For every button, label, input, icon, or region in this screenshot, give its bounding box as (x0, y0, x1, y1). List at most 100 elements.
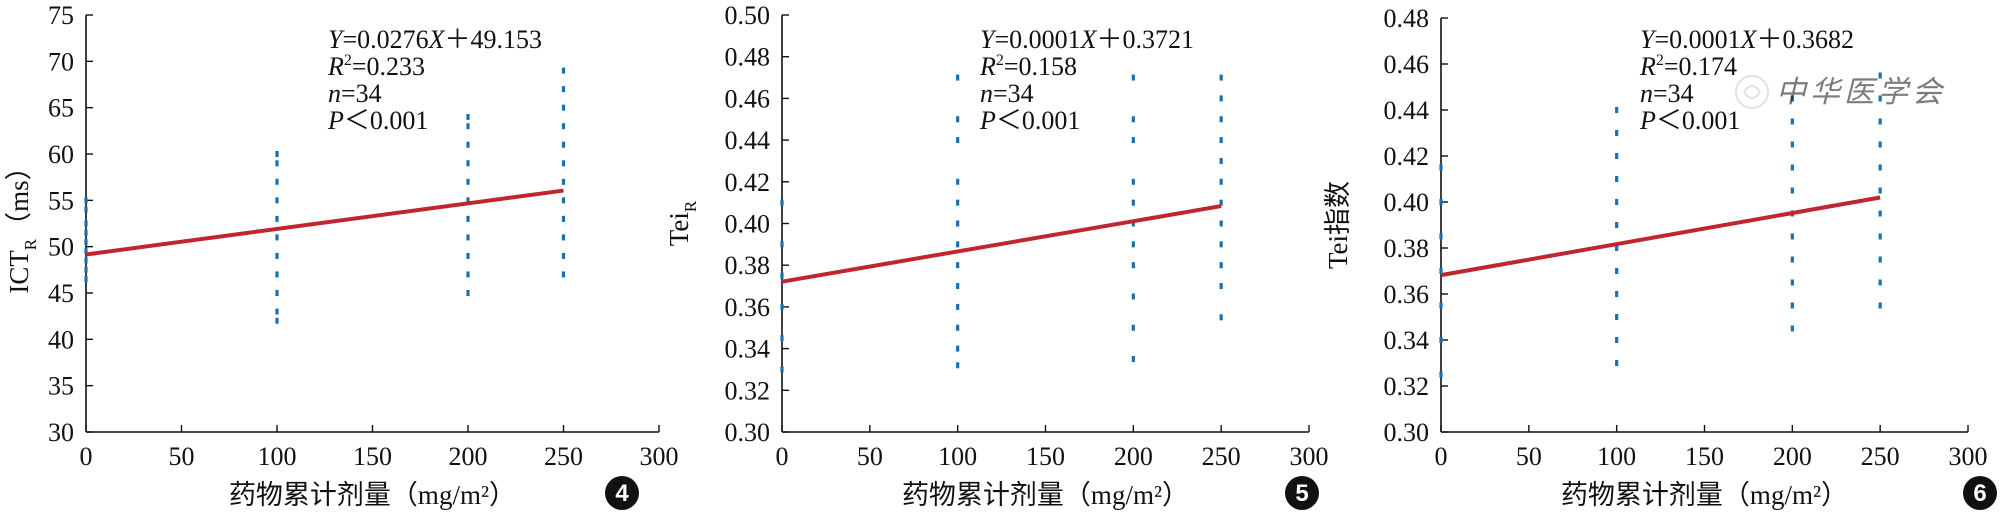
chart-panel-3: 0 50 100 150 200 250 300 0.30 0.32 0.34 0.36 0.38 0.… (1323, 4, 1997, 510)
sample-size-label: n=34 (328, 79, 382, 108)
scatter-point (1131, 324, 1135, 331)
x-tick-label: 100 (258, 442, 297, 471)
scatter-point (1615, 176, 1619, 182)
x-axis-label: 药物累计剂量（mg/m²） (1561, 480, 1848, 510)
p-value: ＜0.001 (344, 106, 429, 135)
watermark-text: 中华医学会 (1776, 75, 1946, 110)
equation-intercept: ＋49.153 (445, 25, 543, 54)
scatter-point (1219, 178, 1223, 185)
panel-number-badge (605, 476, 639, 510)
scatter-point (780, 272, 784, 279)
regression-equation: Y=0.0001X＋0.3721 (980, 25, 1194, 54)
p-symbol: P (327, 106, 344, 135)
scatter-point (1615, 291, 1619, 297)
scatter-point (956, 199, 960, 206)
x-tick-label: 150 (353, 442, 392, 471)
scatter-point (275, 151, 279, 157)
n-value: =34 (993, 79, 1034, 108)
y-tick-label: 0.34 (725, 335, 771, 364)
scatter-point (275, 271, 279, 278)
scatter-point (275, 308, 279, 315)
scatter-point (84, 257, 88, 264)
x-tick-label: 200 (1773, 442, 1812, 471)
scatter-point (1878, 210, 1882, 217)
scatter-point (1615, 153, 1619, 159)
y-tick-label: 0.44 (1384, 96, 1430, 125)
y-axis-label-main: ICT (4, 250, 34, 294)
scatter-point (956, 262, 960, 269)
scatter-point (561, 123, 566, 130)
y-tick-label: 65 (48, 94, 74, 123)
x-tick-label: 0 (80, 442, 93, 471)
scatter-point (466, 215, 470, 222)
x-tick-label: 100 (1597, 442, 1636, 471)
scatter-point (1219, 74, 1223, 81)
scatter-point (1878, 164, 1882, 171)
scatter-point (1439, 302, 1443, 309)
panel-number-label: 6 (1973, 480, 1986, 507)
y-axis-label: Tei指数 (1323, 181, 1353, 269)
x-tick-label: 0 (1435, 442, 1448, 471)
scatter-point (561, 271, 566, 278)
n-symbol: n (1640, 79, 1653, 108)
scatter-point (1790, 233, 1794, 240)
scatter-point (1219, 314, 1223, 321)
scatter-point (561, 178, 566, 185)
x-tick-label: 250 (1202, 442, 1241, 471)
scatter-point (1131, 116, 1135, 123)
sample-size-label: n=34 (1640, 79, 1694, 108)
scatter-point (1615, 337, 1619, 343)
scatter-point (1615, 268, 1619, 274)
y-tick-label: 0.32 (725, 376, 771, 405)
scatter-point (466, 271, 470, 278)
panel-number-label: 5 (1295, 480, 1308, 507)
r-superscript: 2 (1656, 52, 1664, 69)
equation-x-symbol: X (1080, 25, 1098, 54)
scatter-point (780, 303, 784, 310)
scatter-point (1439, 233, 1443, 240)
equation-slope: =0.0001 (994, 25, 1080, 54)
x-tick-label: 100 (938, 442, 977, 471)
scatter-point (466, 197, 470, 204)
equation-y-symbol: Y (328, 25, 345, 54)
sample-size-label: n=34 (980, 79, 1034, 108)
scatter-point (1878, 141, 1882, 148)
scatter-point (84, 239, 88, 246)
scatter-point (1219, 137, 1223, 144)
scatter-point (275, 197, 279, 204)
y-tick-label: 0.44 (725, 126, 771, 155)
x-tick-label: 150 (1685, 442, 1724, 471)
y-tick-label: 75 (48, 1, 74, 30)
scatter-point (275, 252, 279, 259)
scatter-point (466, 123, 470, 130)
scatter-point (956, 137, 960, 144)
scatter-point (1615, 107, 1619, 113)
scatter-point (1219, 241, 1223, 248)
scatter-point (1615, 245, 1619, 251)
x-tick-label: 300 (1290, 442, 1329, 471)
y-tick-label: 0.46 (1384, 50, 1430, 79)
scatter-point (1131, 220, 1135, 227)
p-symbol: P (979, 106, 996, 135)
r-squared-label: R2=0.233 (327, 52, 425, 81)
scatter-point (1790, 187, 1794, 194)
scatter-point (561, 86, 566, 93)
y-axis-label-unit: （ms） (4, 153, 34, 239)
scatter-point (466, 178, 470, 185)
scatter-point (1790, 325, 1794, 332)
scatter-point (1878, 187, 1882, 194)
equation-slope: =0.0276 (342, 25, 428, 54)
regression-equation: Y=0.0276X＋49.153 (328, 25, 542, 54)
scatter-point (84, 206, 88, 213)
n-symbol: n (328, 79, 341, 108)
scatter-point (84, 220, 88, 227)
y-tick-label: 0.40 (1384, 188, 1430, 217)
y-tick-label: 0.32 (1384, 372, 1430, 401)
scatter-point (1219, 199, 1223, 206)
scatter-point (956, 362, 960, 369)
scatter-point (1131, 74, 1135, 81)
n-value: =34 (341, 79, 382, 108)
scatter-point (1439, 164, 1443, 171)
y-tick-label: 55 (48, 186, 74, 215)
scatter-point (1790, 256, 1794, 263)
